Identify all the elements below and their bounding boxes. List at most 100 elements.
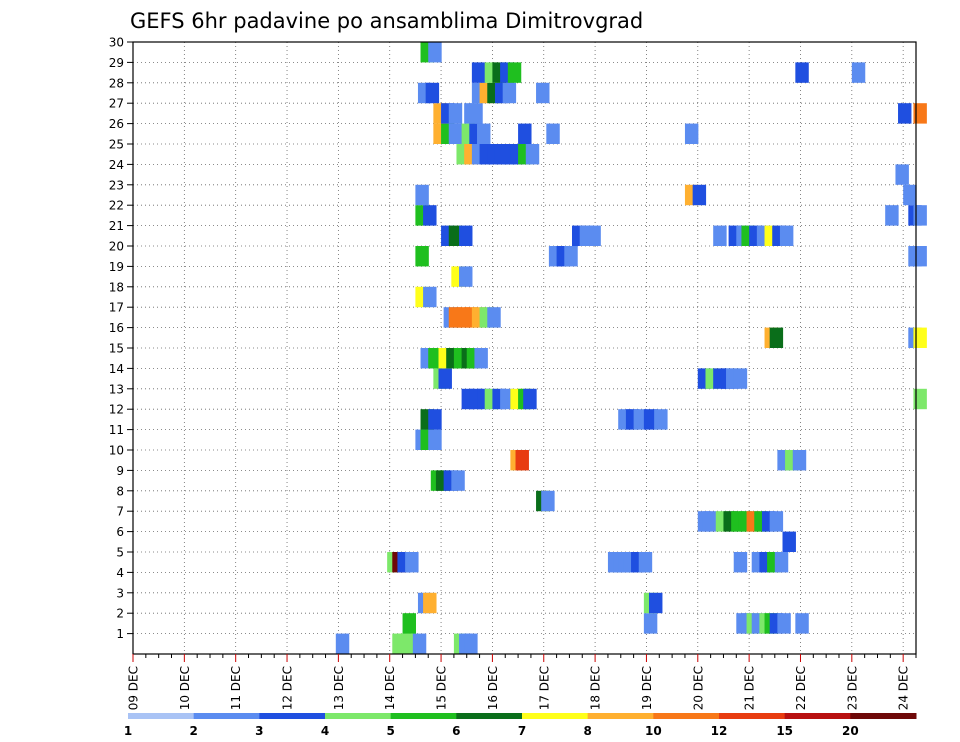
y-tick-label: 24 xyxy=(109,158,124,172)
legend-color-swatch xyxy=(784,713,851,719)
chart-title: GEFS 6hr padavine po ansamblima Dimitrov… xyxy=(130,9,643,33)
x-tick-label: 24 DEC xyxy=(897,666,911,710)
legend-label: 10 xyxy=(645,724,662,738)
heatmap-cell xyxy=(415,246,429,267)
y-tick-label: 30 xyxy=(109,36,124,50)
heatmap-cell xyxy=(541,490,555,512)
y-tick-label: 27 xyxy=(109,97,124,111)
x-tick-label: 09 DEC xyxy=(127,666,141,710)
x-tick-label: 18 DEC xyxy=(589,666,603,710)
legend-label: 3 xyxy=(255,724,263,738)
legend-color-swatch xyxy=(259,713,326,719)
heatmap-cells xyxy=(335,42,927,654)
y-tick-label: 13 xyxy=(109,382,124,396)
heatmap-cell xyxy=(733,552,748,573)
y-tick-label: 15 xyxy=(109,342,124,356)
heatmap-cell xyxy=(469,103,483,124)
heatmap-cell xyxy=(643,613,658,634)
heatmap-cell xyxy=(515,450,529,471)
x-tick-label: 14 DEC xyxy=(383,666,397,710)
heatmap-cell xyxy=(474,348,488,369)
y-tick-label: 11 xyxy=(109,423,124,437)
legend-label: 15 xyxy=(776,724,793,738)
legend-label: 6 xyxy=(452,724,460,738)
y-tick-label: 6 xyxy=(116,525,124,539)
x-tick-label: 16 DEC xyxy=(486,666,500,710)
y-tick-label: 7 xyxy=(116,505,124,519)
y-tick-label: 28 xyxy=(109,76,124,90)
legend-color-swatch xyxy=(522,713,589,719)
x-axis: 09 DEC 10 DEC 11 DEC 12 DEC 13 DEC 14 DEC 15 D… xyxy=(127,654,917,710)
heatmap-cell xyxy=(412,633,427,654)
heatmap-cell xyxy=(428,409,442,430)
heatmap-cell xyxy=(459,266,473,287)
y-tick-label: 5 xyxy=(116,546,124,560)
heatmap-cell xyxy=(649,592,663,614)
heatmap-cell xyxy=(502,82,517,104)
heatmap-cell xyxy=(733,368,748,389)
legend-label: 7 xyxy=(518,724,526,738)
x-tick-label: 12 DEC xyxy=(281,666,295,710)
y-tick-label: 23 xyxy=(109,178,124,192)
y-tick-label: 8 xyxy=(116,484,124,498)
heatmap-cell xyxy=(913,327,927,348)
heatmap-cell xyxy=(913,246,927,267)
x-tick-label: 22 DEC xyxy=(794,666,808,710)
heatmap-cell xyxy=(769,511,784,532)
heatmap-cell xyxy=(913,103,927,124)
heatmap-cell xyxy=(477,123,491,144)
heatmap-cell xyxy=(633,409,648,430)
heatmap-cell xyxy=(774,552,789,573)
heatmap-cell xyxy=(451,470,465,491)
y-tick-label: 26 xyxy=(109,117,124,131)
heatmap-cell xyxy=(423,592,437,614)
heatmap-cell xyxy=(402,633,416,654)
legend-color-swatch xyxy=(456,713,523,719)
heatmap-cell xyxy=(487,307,501,328)
legend-label: 1 xyxy=(124,724,132,738)
heatmap-cell xyxy=(448,123,463,144)
y-tick-label: 21 xyxy=(109,219,124,233)
legend-label: 8 xyxy=(583,724,591,738)
heatmap-cell xyxy=(415,184,429,206)
heatmap-cell xyxy=(654,409,668,430)
y-tick-label: 18 xyxy=(109,280,124,294)
y-axis: 1234567891011121314151617181920212223242… xyxy=(109,36,133,641)
x-tick-label: 23 DEC xyxy=(845,666,859,710)
y-tick-label: 12 xyxy=(109,403,124,417)
y-tick-label: 3 xyxy=(116,586,124,600)
legend-color-swatch xyxy=(587,713,654,719)
legend-label: 20 xyxy=(842,724,859,738)
heatmap-cell xyxy=(507,62,522,83)
heatmap-cell xyxy=(777,613,791,634)
heatmap-cell xyxy=(913,388,927,410)
legend-label: 5 xyxy=(386,724,394,738)
heatmap-cell xyxy=(769,327,784,348)
legend-color-swatch xyxy=(390,713,457,719)
y-tick-label: 29 xyxy=(109,56,124,70)
heatmap-cell xyxy=(523,388,537,410)
x-tick-label: 20 DEC xyxy=(691,666,705,710)
legend-color-swatch xyxy=(850,713,917,719)
heatmap-cell xyxy=(587,225,601,246)
heatmap-cell xyxy=(795,613,809,634)
heatmap-cell xyxy=(913,205,927,226)
y-tick-label: 2 xyxy=(116,607,124,621)
heatmap-cell xyxy=(405,552,419,573)
y-tick-label: 25 xyxy=(109,138,124,152)
y-tick-label: 4 xyxy=(116,566,124,580)
heatmap-cell xyxy=(464,633,478,654)
y-tick-label: 19 xyxy=(109,260,124,274)
y-tick-label: 9 xyxy=(116,464,124,478)
heatmap-cell xyxy=(779,225,794,246)
y-tick-label: 17 xyxy=(109,301,124,315)
heatmap-cell xyxy=(692,184,707,206)
heatmap-cell xyxy=(428,42,442,63)
legend-label: 12 xyxy=(711,724,728,738)
heatmap-cell xyxy=(428,348,442,369)
heatmap-cell xyxy=(895,164,909,185)
heatmap-cell xyxy=(423,205,437,226)
heatmap-cell xyxy=(428,429,442,450)
legend-label: 2 xyxy=(189,724,197,738)
